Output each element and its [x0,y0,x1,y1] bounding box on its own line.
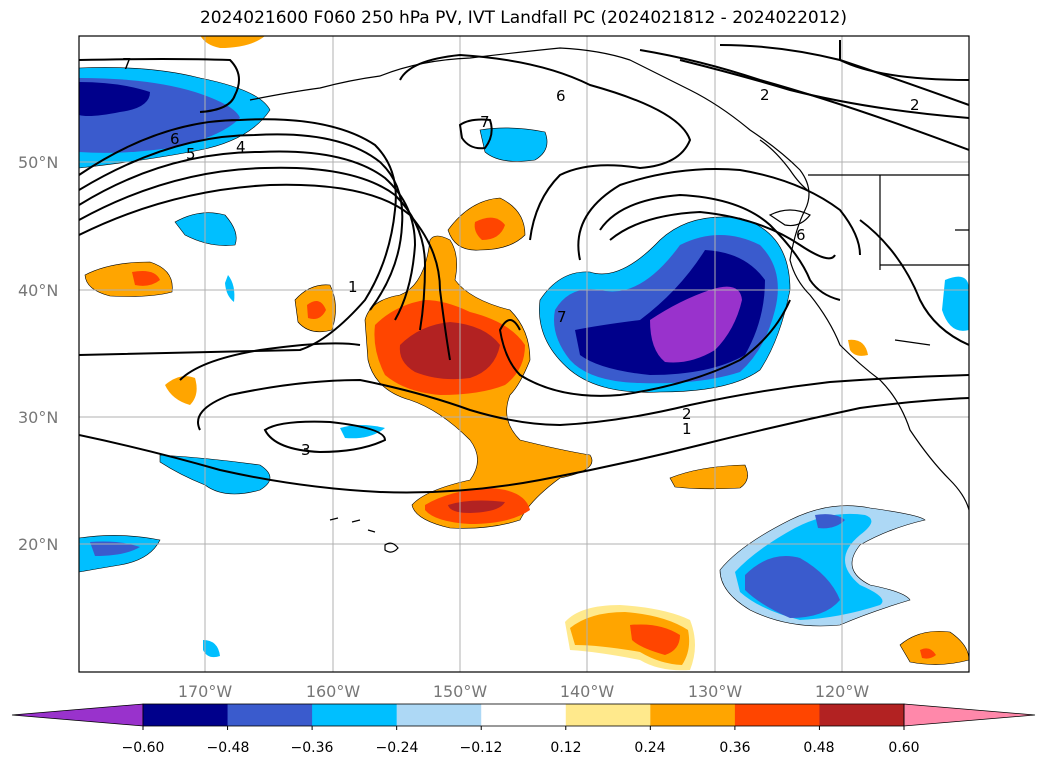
longitude-labels: 170°W 160°W 150°W 140°W 130°W 120°W [178,682,870,701]
lat-label: 50°N [18,153,58,172]
map-title: 2024021600 F060 250 hPa PV, IVT Landfall… [199,8,847,28]
contour-label: 1 [682,420,692,438]
colorbar-segment [143,704,229,726]
contour-label: 7 [480,113,490,131]
colorbar-segment [734,704,820,726]
colorbar-tick-label: 0.36 [719,740,750,756]
colorbar-segment [650,704,736,726]
lon-label: 140°W [560,682,615,701]
contour-label: 6 [556,87,566,105]
colorbar-tick-label: −0.24 [376,740,419,756]
colorbar-segment [396,704,482,726]
lat-label: 20°N [18,535,58,554]
contour-label: 2 [682,405,692,423]
contour-label: 4 [236,138,246,156]
lon-label: 120°W [815,682,870,701]
lat-label: 40°N [18,281,58,300]
contour-label: 5 [186,145,196,163]
colorbar-frame [142,703,905,727]
contour-label: 3 [301,441,311,459]
coastlines [249,47,969,553]
pv-contours [79,40,969,494]
colorbar-tick-label: −0.36 [291,740,334,756]
map-area: 7 6 5 4 7 6 2 2 6 1 7 2 1 3 [79,36,969,672]
lon-label: 160°W [306,682,361,701]
colorbar-segment [565,704,651,726]
colorbar-extend-high [903,703,1036,727]
colorbar [11,703,1036,730]
contour-label: 7 [557,308,567,326]
lon-label: 150°W [433,682,488,701]
colorbar-tick-label: −0.60 [122,740,165,756]
latitude-labels: 50°N 40°N 30°N 20°N [18,153,58,554]
colorbar-segment [312,704,398,726]
colorbar-segment [819,704,905,726]
contour-label: 2 [910,96,920,114]
colorbar-tick-label: −0.48 [207,740,250,756]
map-frame [78,35,970,673]
negative-pc-shading [79,67,969,658]
lat-label: 30°N [18,408,58,427]
colorbar-extend-low [11,703,144,727]
positive-pc-shading [84,36,969,671]
colorbar-tick-label: −0.12 [460,740,503,756]
contour-label-group: 7 6 5 4 7 6 2 2 6 1 7 2 1 3 [122,55,920,459]
colorbar-tick-label: 0.12 [550,740,581,756]
colorbar-tick-labels: −0.60 −0.48 −0.36 −0.24 −0.12 0.12 0.24 … [122,740,920,756]
lon-label: 170°W [178,682,233,701]
colorbar-tick-label: 0.48 [803,740,834,756]
colorbar-segment [227,704,313,726]
colorbar-tick-label: 0.60 [888,740,919,756]
contour-label: 2 [760,86,770,104]
colorbar-segment [481,704,567,726]
contour-label: 6 [170,130,180,148]
lon-label: 130°W [688,682,743,701]
contour-label: 1 [348,278,358,296]
colorbar-tick-label: 0.24 [634,740,665,756]
contour-label: 6 [796,226,806,244]
contour-label: 7 [122,55,132,73]
